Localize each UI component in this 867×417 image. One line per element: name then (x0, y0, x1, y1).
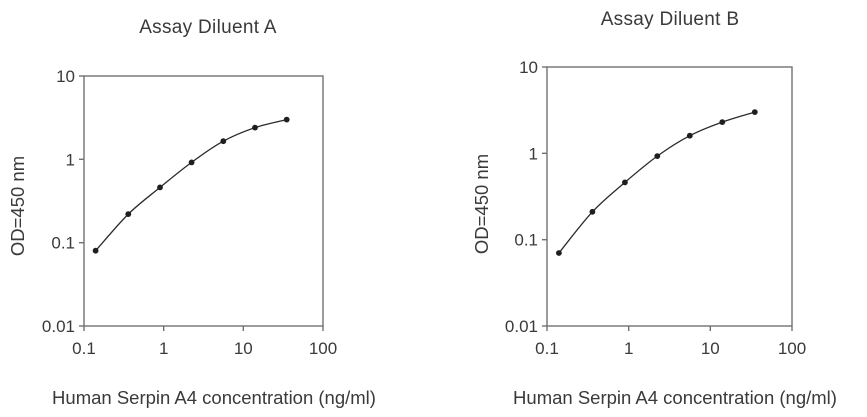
data-point-marker (686, 132, 693, 139)
y-tick-label: 0.01 (505, 317, 538, 336)
chart-a-x-axis-label: Human Serpin A4 concentration (ng/ml) (52, 387, 376, 408)
chart-b-title: Assay Diluent B (600, 9, 740, 30)
data-point-marker (92, 247, 99, 254)
x-tick-label: 100 (778, 339, 806, 358)
y-tick-label: 1 (66, 150, 75, 169)
data-point-marker (556, 250, 562, 256)
data-point-marker (654, 153, 661, 160)
data-point-marker (622, 179, 628, 186)
x-tick-label: 1 (159, 339, 168, 358)
plot-frame (83, 75, 324, 327)
data-point-marker (589, 208, 596, 215)
y-tick-label: 0.1 (514, 231, 538, 250)
data-point-marker (188, 159, 195, 166)
x-tick-label: 1 (624, 339, 633, 358)
x-tick-label: 0.1 (535, 339, 559, 358)
y-tick-label: 0.01 (42, 317, 75, 336)
x-tick-label: 10 (701, 339, 720, 358)
y-tick-label: 10 (56, 67, 75, 86)
data-point-marker (252, 124, 258, 131)
data-point-marker (157, 184, 163, 191)
y-tick-label: 10 (519, 58, 538, 77)
x-tick-label: 10 (234, 339, 253, 358)
data-point-marker (283, 116, 290, 123)
data-point-marker (220, 138, 227, 145)
data-point-marker (719, 119, 726, 125)
data-point-marker (751, 109, 758, 115)
x-tick-label: 0.1 (72, 339, 96, 358)
plot-frame (546, 66, 793, 327)
y-tick-label: 1 (529, 144, 538, 163)
standard-curve-line (558, 111, 755, 254)
y-tick-label: 0.1 (51, 234, 75, 253)
standard-curve-line (95, 118, 287, 252)
chart-a-title: Assay Diluent A (139, 17, 277, 38)
chart-b-x-axis-label: Human Serpin A4 concentration (ng/ml) (513, 387, 837, 408)
x-tick-label: 100 (309, 339, 337, 358)
data-point-marker (125, 211, 132, 218)
